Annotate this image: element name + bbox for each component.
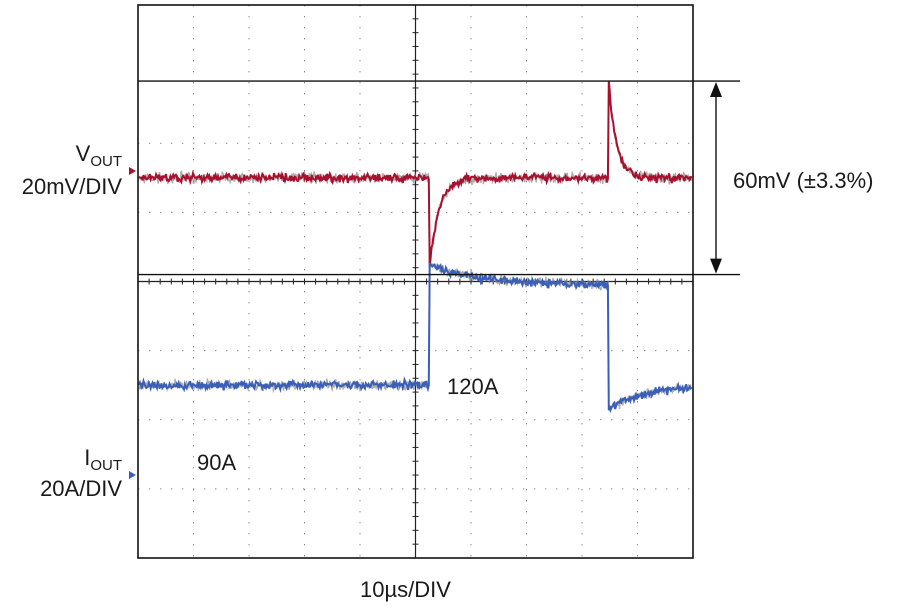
x-scale-label: 10µs/DIV xyxy=(360,577,451,602)
vout-name: VOUT xyxy=(75,141,122,170)
iout-line xyxy=(138,262,693,414)
span-arrow-up-icon xyxy=(710,82,722,98)
vout-marker-icon xyxy=(129,167,136,175)
iout-scale-label: 20A/DIV xyxy=(40,476,122,501)
span-arrow-down-icon xyxy=(710,258,722,274)
iout-marker-icon xyxy=(129,471,136,479)
annotation-120a: 120A xyxy=(447,374,499,399)
frame-border xyxy=(137,4,694,559)
vout-trace xyxy=(138,80,693,268)
vout-line xyxy=(138,80,693,266)
annotation-60mv: 60mV (±3.3%) xyxy=(733,168,874,193)
vout-scale-label: 20mV/DIV xyxy=(21,174,122,199)
plot-frame xyxy=(137,4,694,559)
iout-name: IOUT xyxy=(84,445,122,474)
grid xyxy=(137,4,694,559)
iout-trace xyxy=(138,262,693,414)
annotation-90a: 90A xyxy=(197,450,237,475)
span-arrow xyxy=(138,80,740,276)
vout-label: VOUT xyxy=(75,141,122,170)
iout-label: IOUT xyxy=(84,445,122,474)
